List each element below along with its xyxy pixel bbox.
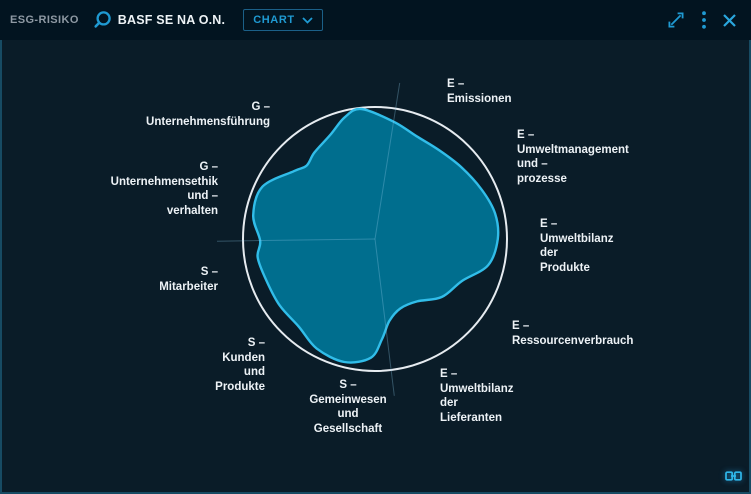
close-button[interactable] [722,13,737,28]
titlebar: ESG-RISIKO BASF SE NA O.N. CHART [0,0,751,40]
expand-icon [668,12,684,28]
search-icon [94,11,111,28]
chart-dropdown-label: CHART [253,14,295,26]
close-icon [723,13,736,27]
chain-link-icon [725,471,742,481]
widget-title: ESG-RISIKO [10,14,79,26]
kebab-icon [702,11,706,29]
chart-type-dropdown[interactable]: CHART [243,9,323,31]
instrument-search[interactable]: BASF SE NA O.N. [91,9,225,31]
expand-button[interactable] [666,10,686,30]
menu-button[interactable] [701,11,707,29]
link-button[interactable] [725,468,742,486]
titlebar-actions [666,10,741,30]
chevron-down-icon [302,16,313,24]
instrument-name: BASF SE NA O.N. [117,13,226,27]
